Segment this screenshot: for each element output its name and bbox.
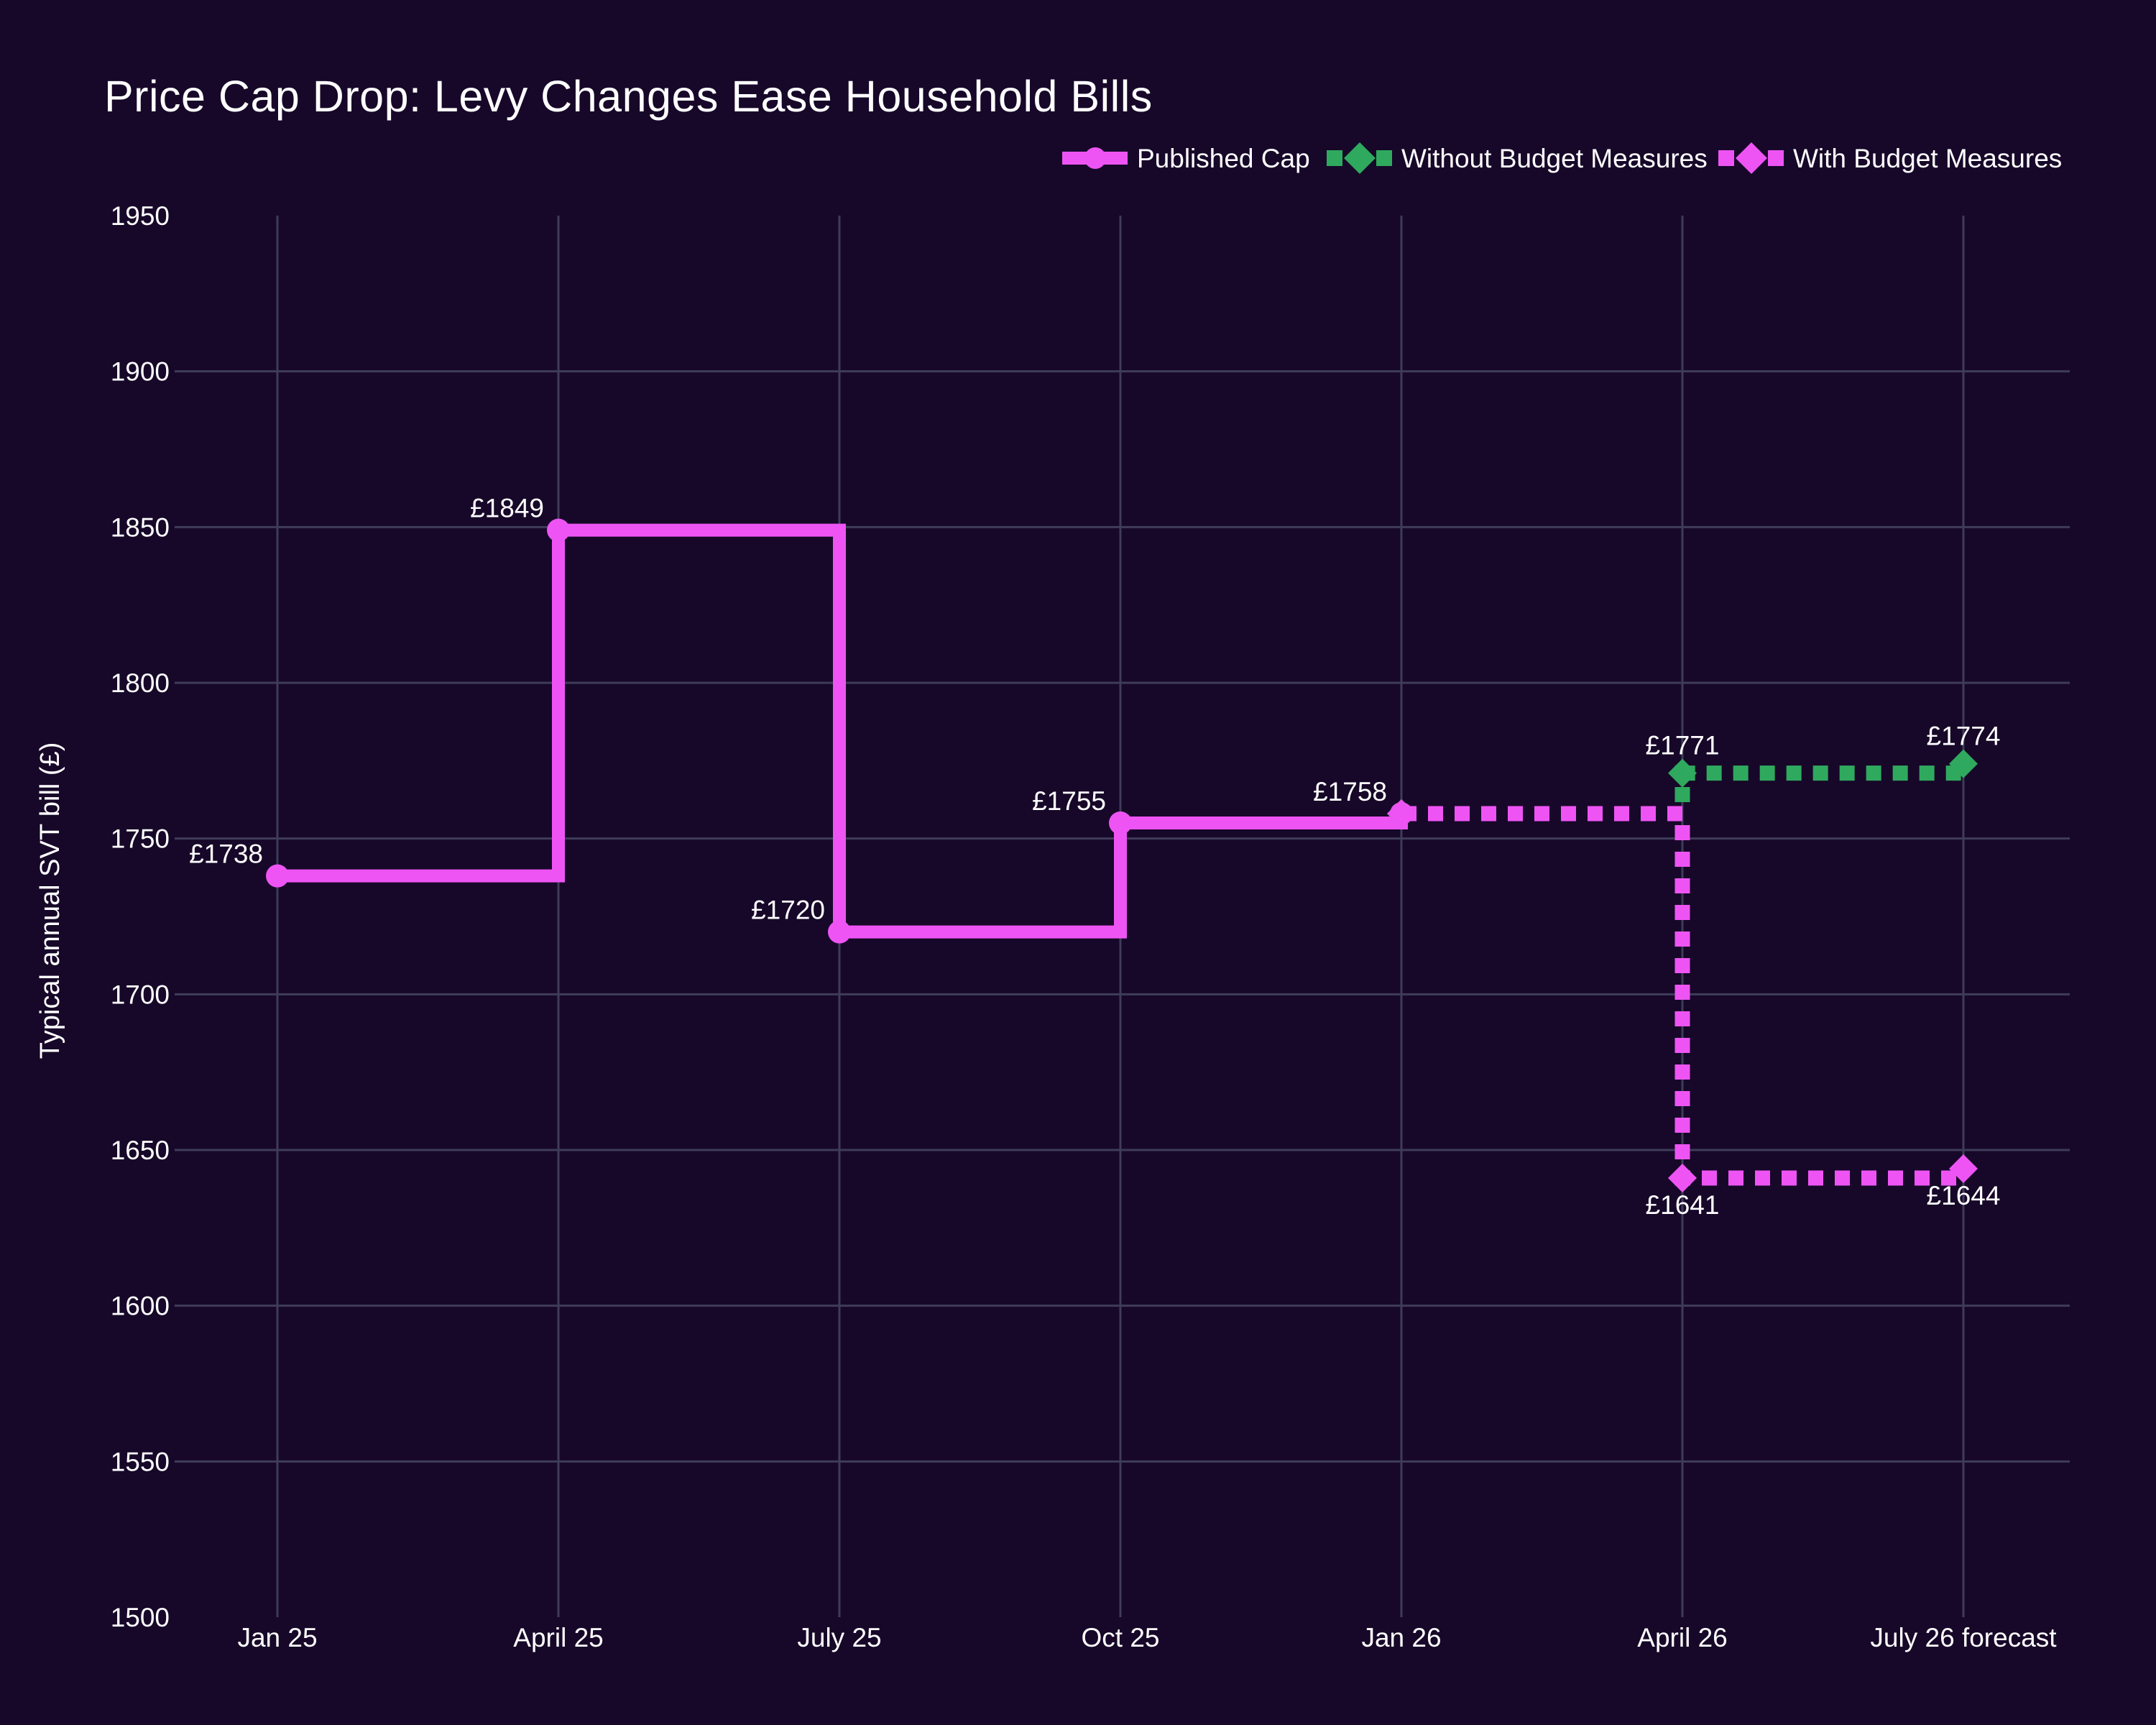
data-label: £1644	[1927, 1181, 2001, 1210]
x-tick-label: Oct 25	[1082, 1623, 1160, 1652]
x-tick-label: April 25	[513, 1623, 603, 1652]
legend-dash-swatch	[1376, 150, 1392, 166]
legend-item-published-cap[interactable]	[1062, 147, 1128, 169]
x-tick-label: July 26 forecast	[1870, 1623, 2057, 1652]
x-tick-label: Jan 25	[237, 1623, 317, 1652]
y-tick-label: 1950	[111, 201, 170, 231]
data-label: £1755	[1032, 786, 1106, 816]
legend-item-without-budget-measures[interactable]	[1327, 142, 1392, 174]
chart-title: Price Cap Drop: Levy Changes Ease Househ…	[104, 72, 1153, 121]
y-tick-label: 1550	[111, 1447, 170, 1476]
y-tick-label: 1750	[111, 824, 170, 854]
legend-item-with-budget-measures[interactable]	[1718, 142, 1784, 174]
circle-marker-icon	[266, 864, 289, 888]
data-label: £1738	[189, 840, 263, 869]
y-tick-label: 1650	[111, 1136, 170, 1165]
x-tick-label: Jan 26	[1361, 1623, 1441, 1652]
x-tick-label: July 25	[797, 1623, 881, 1652]
data-label: £1758	[1313, 777, 1387, 806]
x-tick-label: April 26	[1637, 1623, 1727, 1652]
data-label: £1771	[1646, 731, 1720, 760]
diamond-marker-icon	[1949, 749, 1978, 778]
data-label: £1641	[1646, 1190, 1720, 1220]
legend-dash-swatch	[1768, 150, 1784, 166]
y-tick-label: 1850	[111, 512, 170, 542]
circle-marker-icon	[1109, 811, 1132, 834]
data-label: £1774	[1927, 722, 2001, 751]
legend-label: Without Budget Measures	[1401, 144, 1708, 173]
series-line-published-cap	[277, 523, 1408, 939]
y-tick-label: 1900	[111, 357, 170, 387]
legend-circle-marker-icon	[1084, 147, 1106, 169]
circle-marker-icon	[828, 920, 851, 944]
y-tick-label: 1600	[111, 1292, 170, 1321]
legend-diamond-marker-icon	[1736, 142, 1767, 174]
series-with-budget-measures	[1387, 799, 1978, 1192]
diamond-marker-icon	[1387, 799, 1416, 828]
y-tick-label: 1700	[111, 980, 170, 1009]
data-label: £1720	[751, 896, 825, 925]
diamond-marker-icon	[1668, 1164, 1697, 1192]
legend-label: Published Cap	[1137, 144, 1310, 173]
diamond-marker-icon	[1949, 1154, 1978, 1183]
y-tick-label: 1800	[111, 668, 170, 698]
legend-dash-swatch	[1327, 150, 1342, 166]
circle-marker-icon	[547, 518, 570, 542]
diamond-marker-icon	[1668, 758, 1697, 788]
y-tick-label: 1500	[111, 1603, 170, 1632]
legend-label: With Budget Measures	[1793, 144, 2062, 173]
data-label: £1849	[470, 494, 544, 523]
y-axis-title: Typical annual SVT bill (£)	[35, 742, 65, 1059]
legend-dash-swatch	[1718, 150, 1734, 166]
legend-diamond-marker-icon	[1344, 142, 1376, 174]
series-published-cap	[266, 518, 1413, 944]
